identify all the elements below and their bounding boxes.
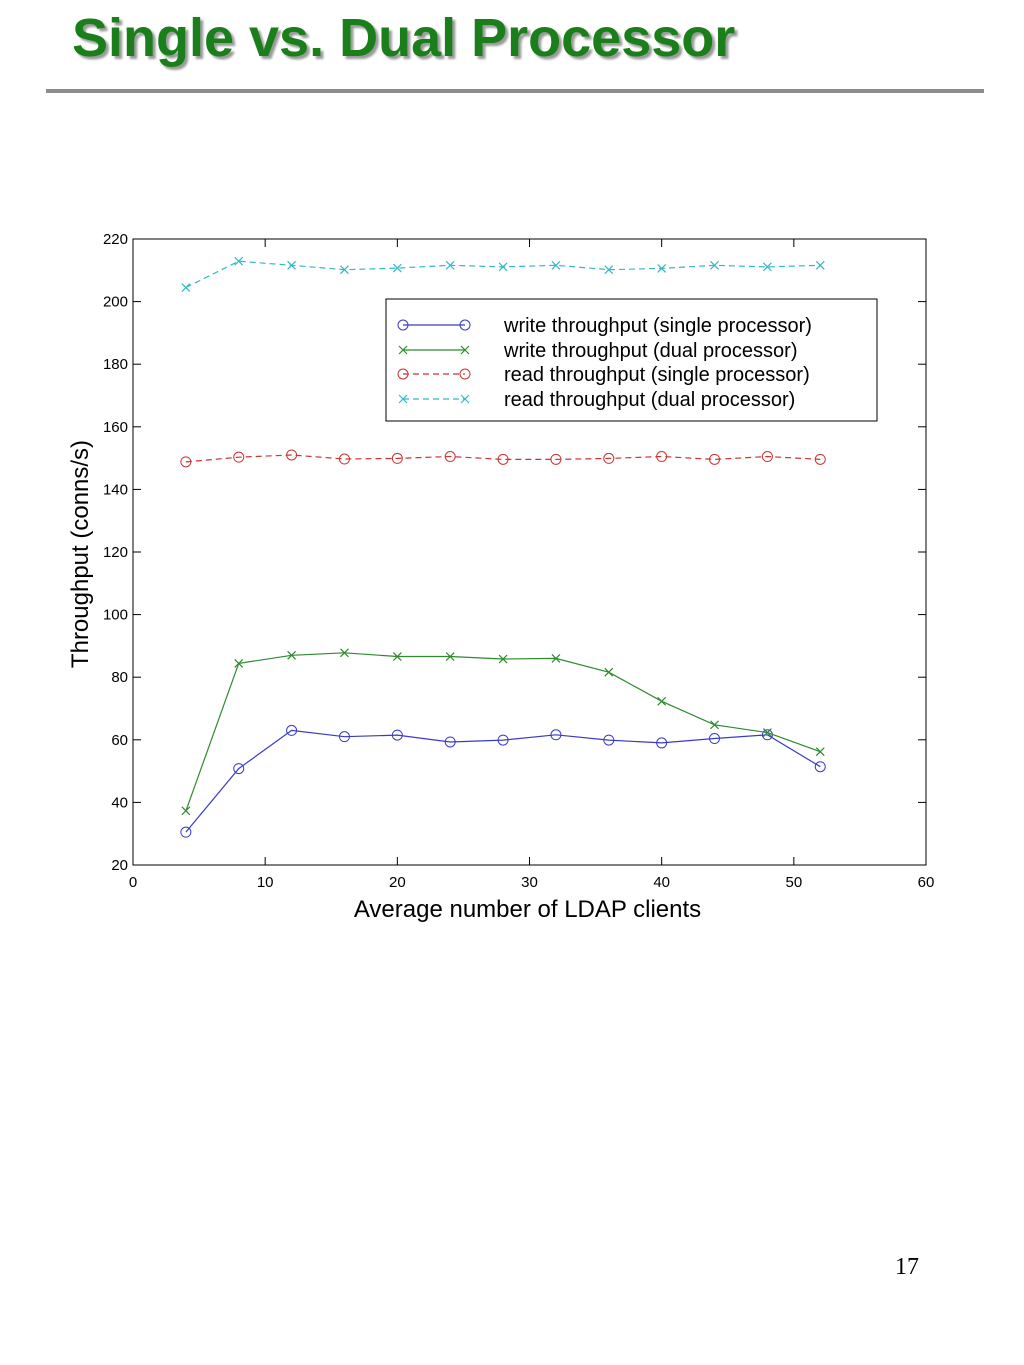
data-point-series-2 — [657, 696, 667, 706]
data-point-series-4 — [815, 260, 825, 270]
x-tick-label: 40 — [653, 874, 670, 891]
data-point-series-3 — [233, 451, 245, 463]
legend-marker-3 — [397, 368, 409, 380]
x-tick-label: 50 — [785, 874, 802, 891]
data-point-series-2 — [604, 667, 614, 677]
data-point-series-1 — [180, 826, 192, 838]
data-point-series-3 — [709, 453, 721, 465]
page-number: 17 — [895, 1254, 919, 1280]
data-point-series-1 — [286, 724, 298, 736]
data-point-series-2 — [498, 654, 508, 664]
data-point-series-1 — [550, 729, 562, 741]
data-point-series-3 — [338, 453, 350, 465]
y-tick-label: 140 — [103, 481, 128, 498]
data-point-series-4 — [604, 265, 614, 275]
data-point-series-3 — [286, 449, 298, 461]
data-point-series-3 — [444, 451, 456, 463]
y-tick-label: 120 — [103, 544, 128, 561]
y-tick-label: 160 — [103, 419, 128, 436]
series-line-3 — [185, 454, 821, 463]
data-point-series-1 — [603, 734, 615, 746]
x-tick-label: 30 — [521, 874, 538, 891]
data-point-series-2 — [392, 652, 402, 661]
data-point-series-4 — [287, 260, 297, 270]
data-point-series-3 — [497, 453, 509, 465]
data-point-series-4 — [234, 256, 244, 266]
data-point-series-2 — [762, 728, 772, 738]
data-point-series-3 — [814, 453, 826, 465]
legend-marker-2 — [460, 345, 470, 355]
series-line-4 — [185, 260, 821, 289]
data-point-series-4 — [551, 260, 561, 270]
series-line-2 — [185, 652, 821, 812]
data-point-series-1 — [709, 733, 721, 745]
legend-box — [385, 298, 878, 422]
legend-marker-2 — [398, 345, 408, 355]
data-point-series-2 — [815, 747, 825, 757]
slide-title: Single vs. Dual Processor — [72, 8, 736, 68]
data-point-series-3 — [603, 452, 615, 464]
x-tick-label: 60 — [918, 874, 935, 891]
data-point-series-2 — [551, 653, 561, 663]
data-point-series-4 — [445, 260, 455, 270]
data-point-series-3 — [550, 453, 562, 465]
title-divider — [46, 89, 984, 93]
data-point-series-4 — [657, 263, 667, 273]
y-tick-label: 180 — [103, 356, 128, 373]
legend-marker-3 — [459, 368, 471, 380]
data-point-series-1 — [233, 763, 245, 775]
legend-label-2: write throughput (dual processor) — [503, 340, 797, 362]
data-point-series-2 — [181, 806, 191, 816]
data-point-series-2 — [340, 648, 349, 658]
y-tick-label: 200 — [103, 294, 128, 311]
x-tick-label: 10 — [257, 874, 274, 891]
legend-marker-1 — [459, 319, 471, 331]
legend-marker-4 — [460, 394, 470, 404]
data-point-series-4 — [392, 263, 402, 273]
data-point-series-4 — [181, 283, 191, 292]
series-line-1 — [185, 729, 821, 833]
x-tick-label: 0 — [129, 874, 137, 891]
data-point-series-2 — [287, 650, 297, 660]
y-tick-label: 100 — [103, 607, 128, 624]
data-point-series-3 — [391, 452, 403, 464]
data-point-series-1 — [814, 761, 826, 773]
data-point-series-4 — [710, 260, 719, 270]
data-point-series-4 — [498, 262, 508, 272]
data-point-series-2 — [710, 720, 719, 730]
data-point-series-3 — [656, 451, 668, 463]
legend-marker-1 — [397, 319, 409, 331]
data-point-series-3 — [180, 456, 192, 468]
data-point-series-4 — [762, 262, 772, 272]
legend-marker-4 — [398, 394, 408, 404]
data-point-series-1 — [391, 729, 403, 741]
legend-label-4: read throughput (dual processor) — [504, 389, 795, 411]
data-point-series-3 — [761, 451, 773, 463]
y-tick-label: 80 — [111, 669, 128, 686]
legend-label-3: read throughput (single processor) — [504, 364, 810, 386]
data-point-series-2 — [445, 652, 455, 661]
y-tick-label: 60 — [111, 732, 128, 749]
data-point-series-4 — [340, 265, 349, 275]
x-axis-label: Average number of LDAP clients — [354, 896, 701, 923]
legend-label-1: write throughput (single processor) — [503, 315, 812, 337]
data-point-series-1 — [444, 736, 456, 748]
data-point-series-2 — [234, 659, 244, 668]
y-tick-label: 40 — [111, 794, 128, 811]
data-point-series-1 — [656, 737, 668, 749]
data-point-series-1 — [497, 734, 509, 746]
y-axis-label: Throughput (conns/s) — [67, 440, 94, 668]
y-tick-label: 20 — [111, 857, 128, 874]
data-point-series-1 — [338, 731, 350, 743]
x-tick-label: 20 — [389, 874, 406, 891]
y-tick-label: 220 — [103, 231, 128, 248]
